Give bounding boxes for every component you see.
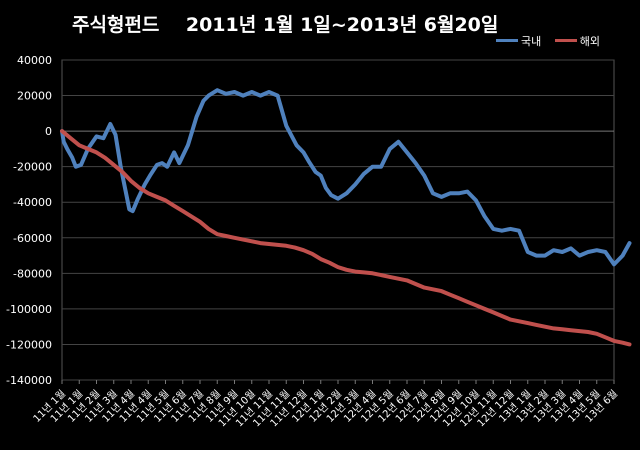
y-tick-label: -120000 <box>6 338 52 351</box>
legend-label-overseas: 해외 <box>579 34 600 48</box>
y-tick-label: -80000 <box>13 267 52 280</box>
chart-title: 주식형펀드 2011년 1월 1일~2013년 6월20일 <box>72 14 499 36</box>
y-tick-label: -40000 <box>13 196 52 209</box>
y-tick-label: 40000 <box>17 54 52 67</box>
plot-area <box>61 59 615 381</box>
legend-item-overseas: 해외 <box>554 33 600 49</box>
legend-item-domestic: 국내 <box>496 33 541 49</box>
legend-label-domestic: 국내 <box>521 34 542 48</box>
legend-swatch-domestic <box>496 39 518 42</box>
y-tick-label: -20000 <box>13 161 52 174</box>
series-line-overseas <box>60 129 632 347</box>
y-tick-label: 0 <box>45 125 52 138</box>
legend-swatch-overseas <box>554 39 577 42</box>
chart-legend: 국내 해외 <box>496 32 610 49</box>
y-tick-label: -100000 <box>6 303 52 316</box>
series-lines <box>60 88 632 347</box>
series-line-domestic <box>60 88 632 267</box>
y-tick-label: -60000 <box>13 232 52 245</box>
y-axis: 40000 20000 0 -20000 -40000 -60000 -80000 -1000… <box>6 54 52 387</box>
y-tick-label: -140000 <box>6 374 52 387</box>
y-tick-label: 20000 <box>17 90 52 103</box>
